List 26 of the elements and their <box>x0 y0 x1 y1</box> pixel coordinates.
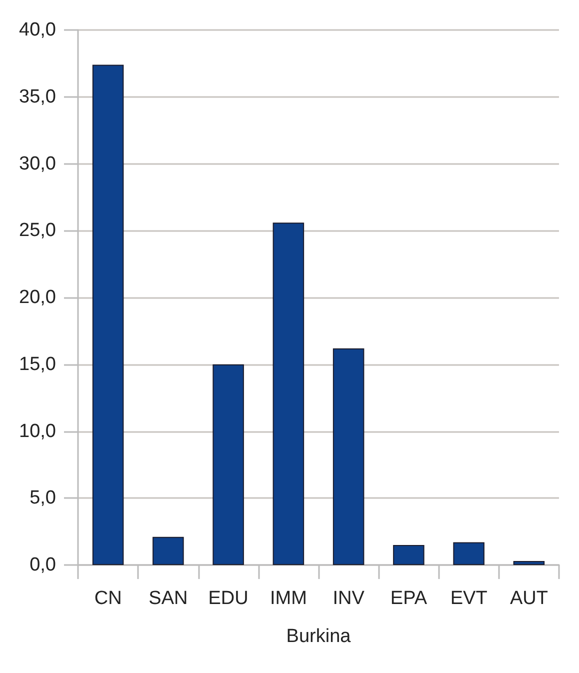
bar <box>92 64 124 565</box>
y-tick-label: 20,0 <box>19 287 56 308</box>
x-tick-label: EPA <box>390 588 428 609</box>
bar <box>393 544 424 565</box>
bar <box>332 348 364 565</box>
y-tick-label: 0,0 <box>30 554 56 576</box>
y-tick-label: 15,0 <box>19 354 56 375</box>
x-tick-label: AUT <box>510 588 548 609</box>
y-tick-label: 10,0 <box>19 420 56 442</box>
x-tick-label: CN <box>94 588 122 609</box>
y-tick-label: 25,0 <box>19 220 56 242</box>
bar <box>513 560 545 565</box>
y-tick-label: 5,0 <box>30 488 56 509</box>
y-tick-label: 35,0 <box>19 86 56 108</box>
y-tick-label: 40,0 <box>19 20 56 40</box>
bar <box>272 222 304 565</box>
x-tick-label: SAN <box>148 588 188 609</box>
bar <box>152 536 184 565</box>
x-tick-label: EVT <box>450 588 488 609</box>
bar <box>212 364 244 565</box>
x-tick-label: INV <box>332 588 365 609</box>
x-axis-title: Burkina <box>286 626 352 647</box>
bar <box>453 542 484 565</box>
x-tick-label: IMM <box>270 588 307 609</box>
x-tick-label: EDU <box>208 588 248 609</box>
y-tick-label: 30,0 <box>19 153 56 174</box>
